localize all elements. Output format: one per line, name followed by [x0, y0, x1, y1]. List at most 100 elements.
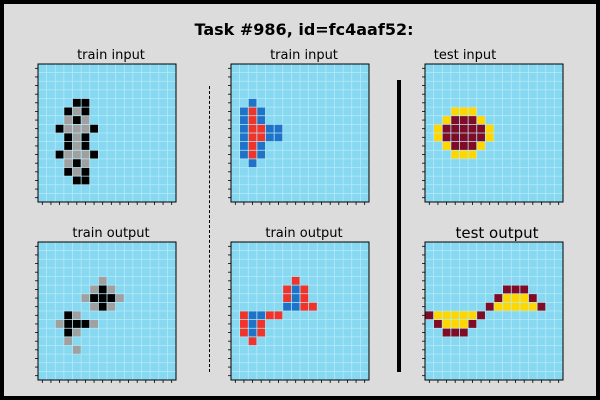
- grid-cell: [519, 285, 529, 294]
- grid-cell: [537, 302, 546, 311]
- grid-cell: [72, 311, 82, 320]
- grid-border: [424, 63, 564, 203]
- grid-cell: [450, 141, 460, 151]
- grid-train-input-2: [228, 63, 370, 205]
- grid-cell: [89, 124, 99, 133]
- grid-cell: [528, 293, 538, 303]
- grid-cell: [485, 133, 494, 142]
- grid-cell: [450, 150, 460, 159]
- grid-cell: [63, 336, 73, 346]
- grid-cell: [98, 293, 107, 303]
- grid-cell: [485, 302, 494, 311]
- grid-cell: [63, 328, 73, 337]
- grid-cell: [450, 319, 460, 329]
- grid-cell: [72, 158, 82, 168]
- grid-cell: [300, 302, 309, 311]
- grid-cell: [274, 124, 283, 133]
- grid-cell: [63, 133, 73, 142]
- grid-cell: [248, 107, 257, 116]
- grid-cell: [72, 107, 82, 116]
- grid-cell: [63, 150, 73, 159]
- panel-title-train-output-1: train output: [72, 226, 150, 241]
- grid-cell: [433, 124, 443, 133]
- grid-cell: [248, 158, 257, 168]
- grid-cell: [502, 293, 512, 303]
- grid-cell: [72, 319, 82, 329]
- grid-cell: [248, 124, 257, 133]
- grid-cell: [98, 276, 107, 286]
- grid-cell: [72, 328, 82, 337]
- grid-cell: [72, 141, 82, 151]
- grid-cell: [81, 176, 90, 185]
- grid-cell: [107, 285, 116, 294]
- grid-cell: [98, 285, 107, 294]
- grid-cell: [55, 150, 64, 159]
- grid-cell: [63, 141, 73, 151]
- grid-cell: [239, 115, 249, 125]
- grid-cell: [72, 167, 82, 177]
- grid-cell: [476, 115, 486, 125]
- grid-cell: [282, 302, 292, 311]
- grid-cell: [450, 124, 460, 133]
- grid-cell: [476, 311, 486, 320]
- grid-cell: [282, 285, 292, 294]
- grid-cell: [72, 150, 82, 159]
- grid-cell: [239, 141, 249, 151]
- grid-cell: [72, 345, 82, 355]
- grid-test-input: [422, 63, 564, 205]
- grid-cell: [248, 150, 257, 159]
- grid-cell: [468, 133, 477, 142]
- grid-cell: [442, 319, 451, 329]
- grid-cell: [81, 158, 90, 168]
- grid-border: [37, 241, 177, 381]
- grid-cell: [274, 311, 283, 320]
- panel-title-train-input-1: train input: [77, 48, 145, 63]
- solid-separator: [397, 80, 401, 372]
- grid-cell: [107, 293, 116, 303]
- grid-cell: [81, 124, 90, 133]
- grid-cell: [459, 124, 469, 133]
- grid-cell: [239, 328, 249, 337]
- grid-cell: [442, 328, 451, 337]
- grid-cell: [248, 319, 257, 329]
- grid-cell: [98, 302, 107, 311]
- grid-border: [37, 63, 177, 203]
- grid-cell: [519, 293, 529, 303]
- dashed-separator: [209, 86, 210, 372]
- grid-cell: [476, 124, 486, 133]
- grid-border: [424, 241, 564, 381]
- grid-cell: [72, 115, 82, 125]
- grid-cell: [89, 319, 99, 329]
- grid-train-output-2: [228, 241, 370, 383]
- grid-cell: [468, 150, 477, 159]
- grid-cell: [63, 107, 73, 116]
- grid-cell: [63, 167, 73, 177]
- grid-cell: [442, 124, 451, 133]
- grid-cell: [476, 141, 486, 151]
- grid-cell: [485, 124, 494, 133]
- grid-cell: [256, 328, 266, 337]
- grid-cell: [81, 319, 90, 329]
- grid-cell: [239, 319, 249, 329]
- grid-cell: [442, 133, 451, 142]
- grid-cell: [248, 328, 257, 337]
- grid-cell: [282, 293, 292, 303]
- grid-cell: [256, 107, 266, 116]
- grid-cell: [248, 141, 257, 151]
- grid-cell: [239, 133, 249, 142]
- grid-cell: [239, 150, 249, 159]
- grid-cell: [291, 302, 300, 311]
- grid-cell: [468, 107, 477, 116]
- grid-cell: [256, 319, 266, 329]
- grid-cell: [265, 124, 275, 133]
- grid-test-output: [422, 241, 564, 383]
- grid-cell: [265, 133, 275, 142]
- grid-cell: [256, 150, 266, 159]
- grid-cell: [468, 115, 477, 125]
- grid-cell: [55, 124, 64, 133]
- grid-cell: [256, 115, 266, 125]
- grid-cell: [239, 124, 249, 133]
- grid-cell: [248, 133, 257, 142]
- grid-train-output-1: [35, 241, 177, 383]
